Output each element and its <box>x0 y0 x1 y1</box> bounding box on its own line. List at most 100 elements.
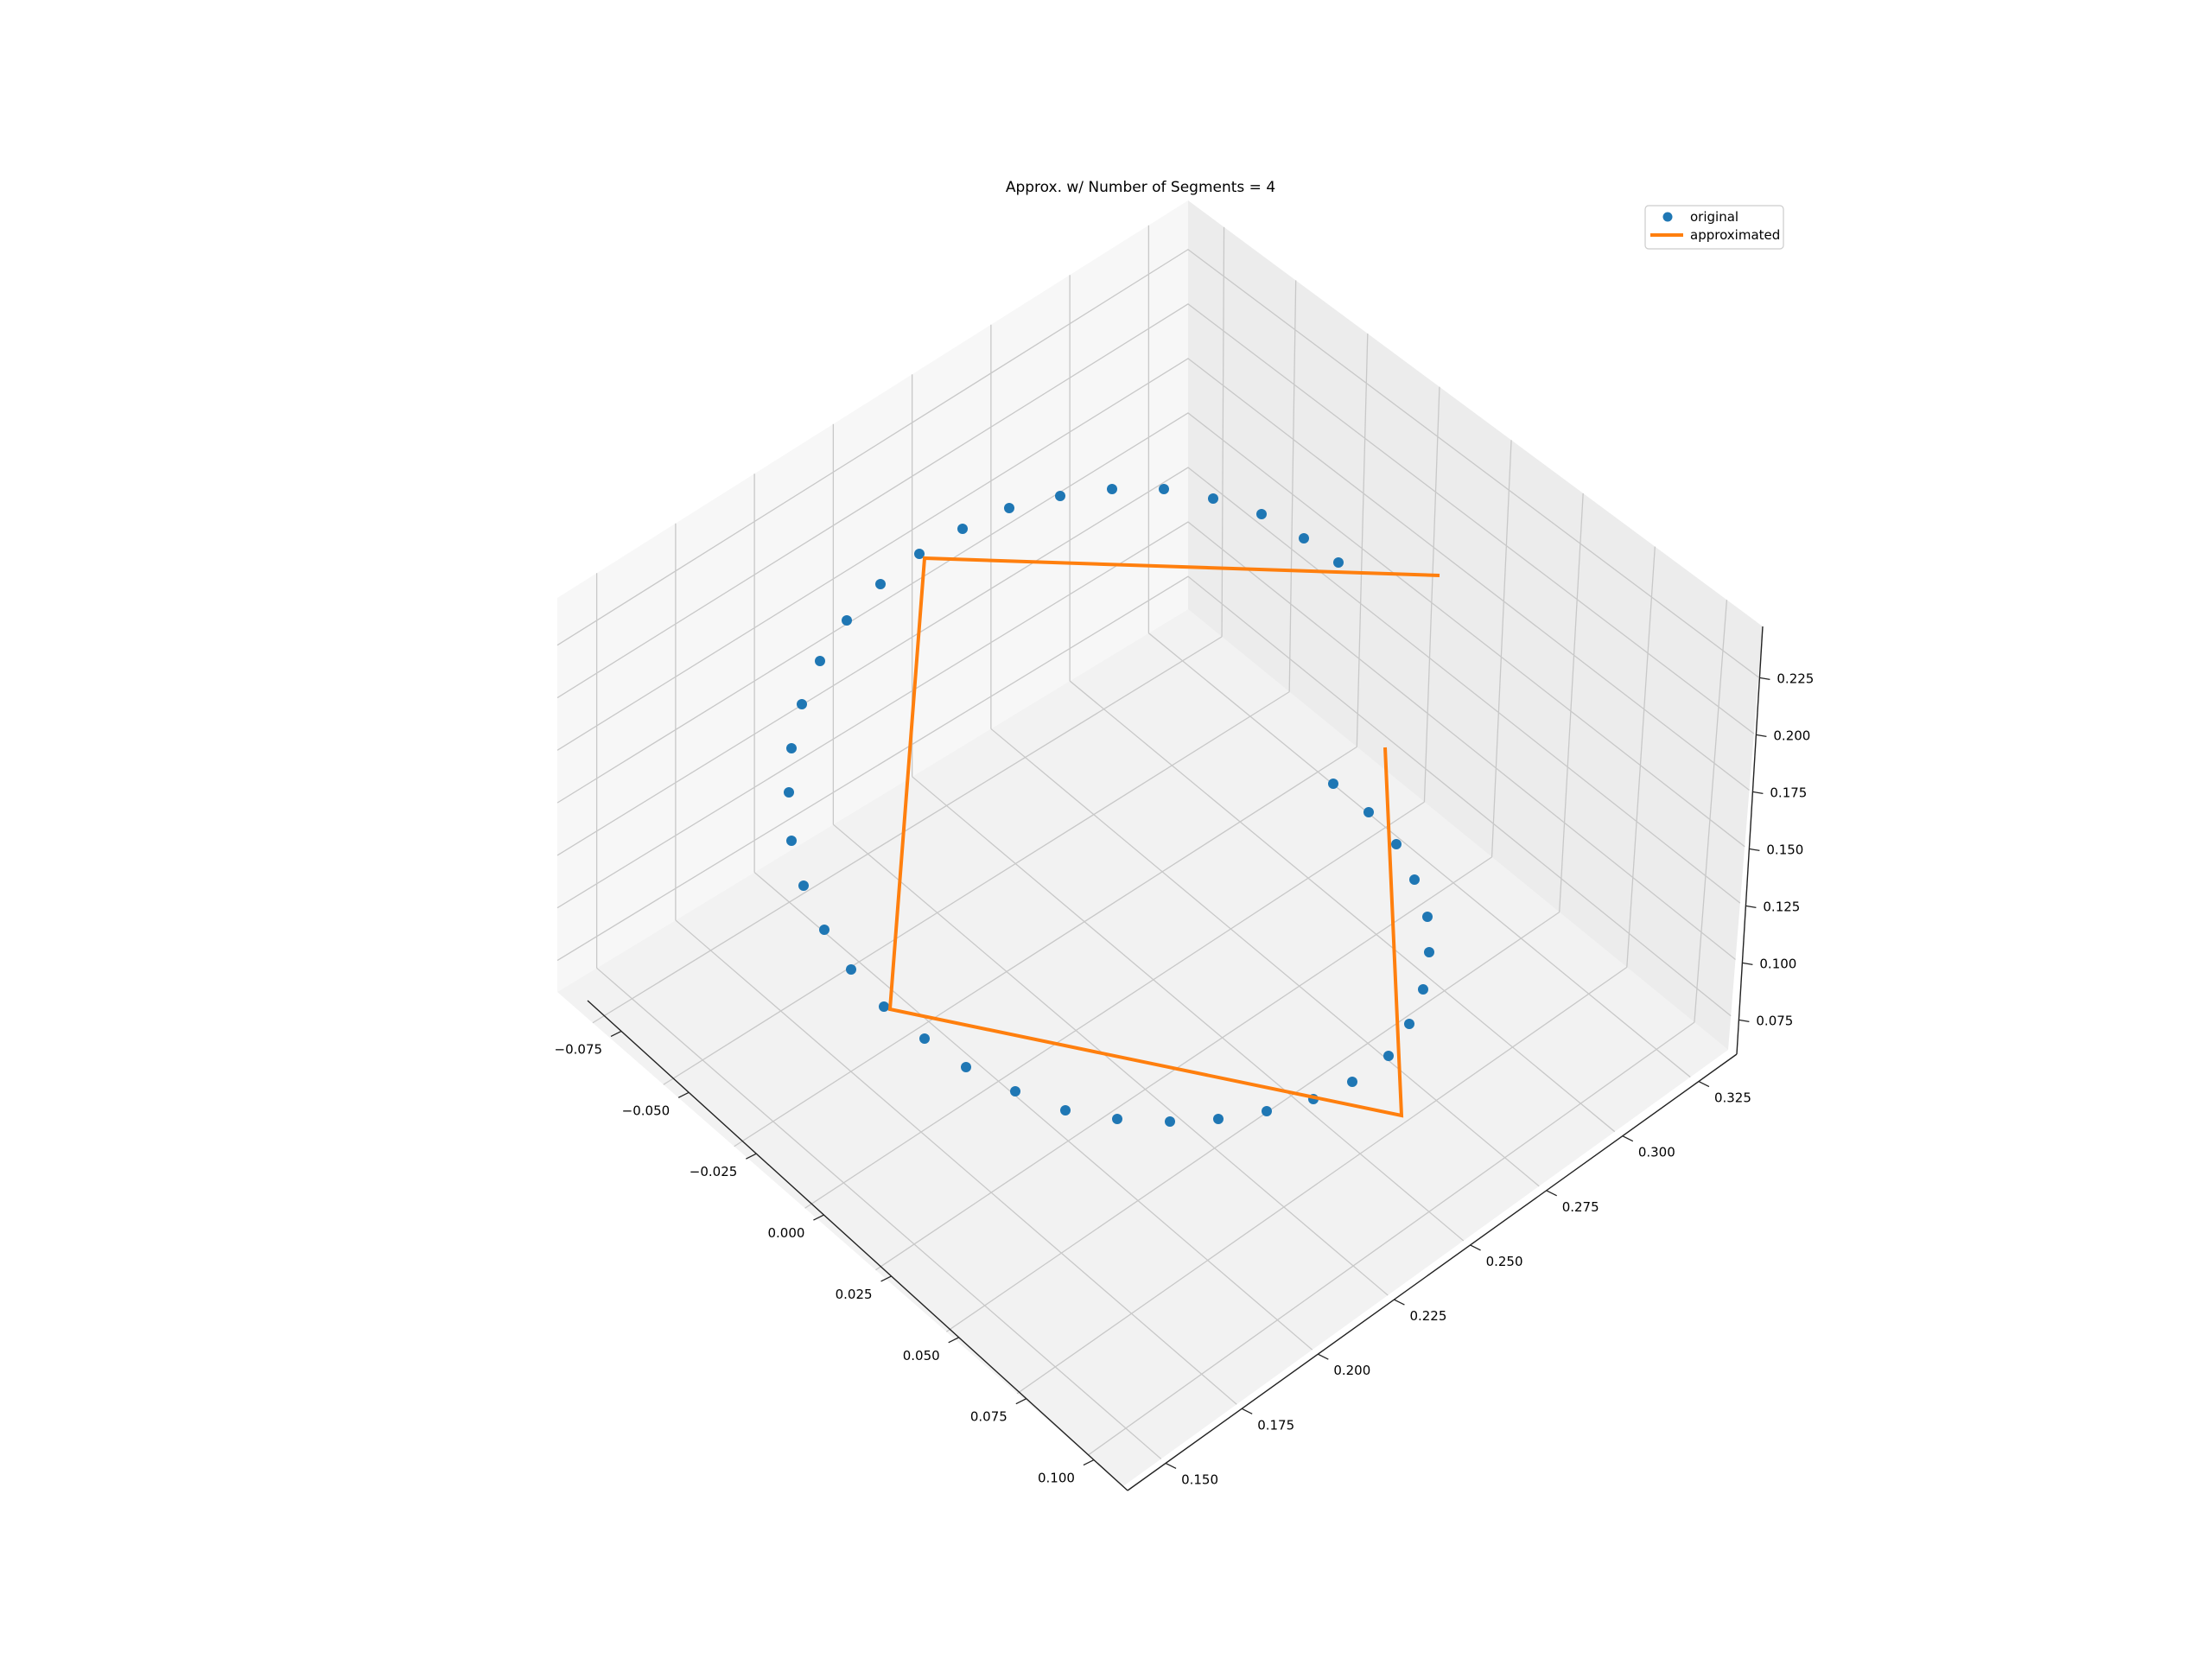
z-tick-label: 0.150 <box>1766 842 1803 857</box>
x-tick-label: 0.075 <box>970 1409 1007 1425</box>
y-tick-mark <box>1394 1299 1405 1306</box>
data-point-original <box>1004 503 1014 513</box>
legend: original approximated <box>1644 205 1784 250</box>
x-tick-mark <box>1083 1459 1095 1466</box>
y-tick-labels: 0.150 0.175 0.200 0.225 0.250 0.275 0.300 0.325 <box>1181 1090 1751 1488</box>
gridline-z <box>556 248 1759 678</box>
gridline-floor-x <box>663 691 1290 1085</box>
gridline-wall-x <box>1694 600 1728 1023</box>
z-tick-label: 0.100 <box>1759 956 1796 971</box>
gridline-z <box>556 358 1750 791</box>
data-point-original <box>1328 779 1338 789</box>
gridline-floor-y <box>675 919 1237 1405</box>
data-point-original <box>798 880 809 891</box>
y-tick-label: 0.275 <box>1562 1199 1599 1215</box>
x-tick-mark <box>813 1214 824 1221</box>
x-tick-mark <box>880 1275 892 1282</box>
data-point-original <box>1208 493 1218 504</box>
gridline-floor-x <box>945 912 1560 1332</box>
gridline-floor-x <box>875 856 1492 1271</box>
data-point-original <box>1404 1019 1414 1029</box>
z-tick-mark <box>1749 848 1760 851</box>
gridline-z <box>556 303 1755 734</box>
data-point-original <box>1107 484 1117 494</box>
x-tick-label: 0.000 <box>767 1225 804 1241</box>
y-axis-line <box>1127 1053 1738 1491</box>
data-point-original <box>1363 807 1374 817</box>
data-point-original <box>786 836 797 846</box>
x-tick-label: 0.025 <box>836 1287 873 1302</box>
x-tick-mark <box>746 1153 757 1160</box>
gridline-floor-y <box>990 728 1540 1187</box>
data-point-original <box>1112 1114 1122 1124</box>
gridline-wall-x <box>1559 493 1584 912</box>
y-tick-mark <box>1698 1081 1710 1088</box>
series-approximated <box>887 556 1440 1118</box>
z-tick-label: 0.225 <box>1777 671 1814 686</box>
gridline-floor-x <box>592 636 1223 1024</box>
left-wall-pane <box>557 200 1188 992</box>
x-tick-mark <box>610 1030 622 1037</box>
data-point-original <box>879 1001 889 1012</box>
data-point-original <box>1391 839 1402 849</box>
y-tick-label: 0.225 <box>1409 1308 1446 1324</box>
x-tick-mark <box>677 1091 690 1098</box>
gridlines <box>556 225 1759 1459</box>
data-point-original <box>1055 491 1065 501</box>
floor-pane <box>557 609 1728 1486</box>
data-point-original <box>1165 1116 1175 1127</box>
legend-label-original: original <box>1690 209 1738 225</box>
x-tick-label: 0.050 <box>903 1348 940 1363</box>
gridline-wall-x <box>1626 546 1656 968</box>
data-point-original <box>1383 1051 1394 1061</box>
y-tick-label: 0.200 <box>1333 1363 1370 1378</box>
y-tick-label: 0.325 <box>1714 1090 1751 1106</box>
z-axis-line <box>1736 626 1764 1055</box>
y-tick-mark <box>1241 1408 1253 1414</box>
gridline-floor-y <box>832 823 1389 1296</box>
chart-title: Approx. w/ Number of Segments = 4 <box>1006 179 1275 196</box>
data-point-original <box>1262 1106 1272 1116</box>
data-point-original <box>1159 484 1169 494</box>
z-tick-mark <box>1738 1019 1750 1022</box>
x-tick-label: −0.075 <box>555 1041 603 1057</box>
y-tick-label: 0.150 <box>1181 1471 1218 1487</box>
y-tick-label: 0.300 <box>1638 1145 1675 1160</box>
gridline-wall-x <box>1423 386 1440 803</box>
z-tick-labels: 0.075 0.100 0.125 0.150 0.175 0.200 0.225 <box>1756 671 1814 1028</box>
gridline-floor-x <box>804 801 1425 1209</box>
data-point-original <box>846 964 856 975</box>
gridline-floor-y <box>912 776 1465 1242</box>
line-approximated <box>887 556 1440 1118</box>
z-tick-mark <box>1759 677 1770 680</box>
x-tick-label: −0.050 <box>622 1103 671 1118</box>
data-point-original <box>815 656 825 666</box>
y-tick-mark <box>1546 1190 1557 1197</box>
data-point-original <box>842 615 852 626</box>
data-point-original <box>875 579 886 589</box>
x-tick-label: 0.100 <box>1038 1471 1075 1486</box>
gridline-floor-y <box>753 872 1313 1351</box>
axis-lines <box>587 626 1764 1491</box>
data-point-original <box>1347 1077 1357 1087</box>
data-point-original <box>797 699 807 709</box>
data-point-original <box>1333 557 1344 568</box>
data-point-original <box>1424 947 1434 957</box>
gridline-wall-x <box>1356 334 1369 747</box>
y-tick-mark <box>1165 1462 1177 1469</box>
z-tick-label: 0.075 <box>1756 1013 1793 1028</box>
tick-marks <box>610 677 1770 1469</box>
z-tick-mark <box>1756 734 1767 737</box>
legend-marker-original <box>1662 212 1673 222</box>
series-original <box>784 484 1434 1127</box>
gridline-wall-x <box>1491 440 1512 857</box>
z-tick-label: 0.175 <box>1770 785 1807 800</box>
gridline-floor-y <box>1069 680 1616 1133</box>
z-tick-label: 0.125 <box>1763 899 1800 914</box>
gridline-z <box>556 521 1736 960</box>
data-point-original <box>1213 1114 1224 1124</box>
z-tick-label: 0.200 <box>1773 728 1810 743</box>
data-point-original <box>1060 1105 1071 1116</box>
y-tick-mark <box>1470 1244 1481 1251</box>
y-tick-label: 0.250 <box>1486 1254 1523 1269</box>
